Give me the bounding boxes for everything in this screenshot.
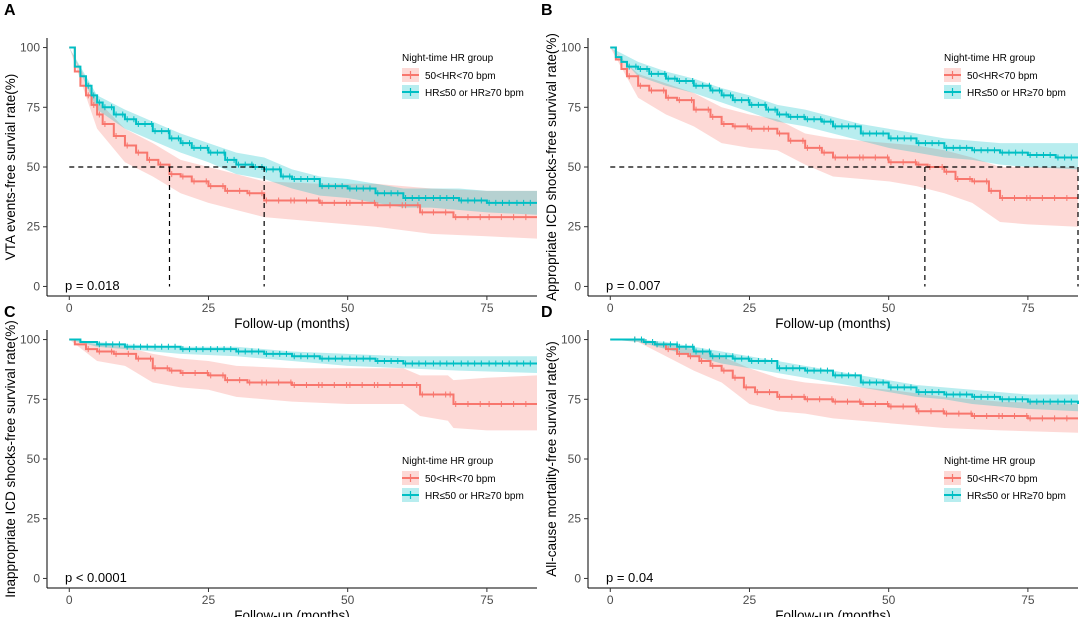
legend-label: 50<HR<70 bpm	[425, 71, 496, 82]
x-axis-title: Follow-up (months)	[775, 608, 891, 617]
survival-line-red	[69, 338, 537, 406]
censor-marks-red	[87, 92, 527, 221]
x-tick-label: 25	[743, 301, 757, 315]
y-tick-label: 0	[574, 279, 581, 293]
legend-label: 50<HR<70 bpm	[967, 71, 1038, 82]
x-axis-title: Follow-up (months)	[234, 316, 350, 331]
panel-label: B	[541, 2, 553, 19]
legend-title: Night-time HR group	[944, 53, 1036, 64]
y-axis-title: All-cause mortality-free survival rate(%…	[544, 341, 559, 577]
x-tick-label: 25	[202, 593, 216, 607]
legend-label: HR≤50 or HR≥70 bpm	[425, 491, 524, 502]
x-tick-label: 50	[341, 593, 355, 607]
y-tick-label: 50	[568, 160, 582, 174]
legend: Night-time HR group 50<HR<70 bpm HR≤50 or …	[944, 456, 1066, 502]
legend-label: HR≤50 or HR≥70 bpm	[967, 491, 1066, 502]
legend: Night-time HR group 50<HR<70 bpm HR≤50 or …	[402, 53, 524, 99]
legend-label: HR≤50 or HR≥70 bpm	[425, 88, 524, 99]
y-tick-label: 0	[574, 571, 581, 585]
x-tick-label: 50	[341, 301, 355, 315]
panel-c: C 0 25 50 75 0 25 50 75 100 Follow-up (months) Inap…	[3, 304, 537, 617]
censor-marks-teal	[98, 341, 531, 367]
panel-b: B 0 25 50 75 0 25 50 75 100 Follow-up (months) Appr…	[541, 2, 1079, 331]
confidence-band-red	[610, 339, 1078, 433]
legend-title: Night-time HR group	[402, 53, 494, 64]
x-tick-label: 0	[607, 593, 614, 607]
panel-label: C	[4, 304, 16, 321]
confidence-band-red	[69, 47, 537, 239]
censor-marks-red	[87, 346, 527, 408]
x-tick-label: 25	[202, 301, 216, 315]
y-axis-title: Inappropriate ICD shocks-free survival r…	[3, 320, 18, 598]
legend-title: Night-time HR group	[402, 456, 494, 467]
y-tick-label: 100	[20, 41, 40, 55]
y-tick-label: 100	[561, 41, 581, 55]
x-tick-label: 0	[66, 301, 73, 315]
panel-d: D 0 25 50 75 0 25 50 75 100 Follow-up (months) All-…	[541, 304, 1079, 617]
x-tick-label: 50	[882, 593, 896, 607]
confidence-band-red	[610, 47, 1078, 227]
censor-marks-teal	[87, 82, 531, 206]
censor-marks-teal	[628, 63, 1072, 161]
survival-line-teal	[69, 46, 537, 204]
legend-title: Night-time HR group	[944, 456, 1036, 467]
legend-label: 50<HR<70 bpm	[967, 474, 1038, 485]
y-tick-label: 50	[27, 160, 41, 174]
y-tick-label: 75	[568, 100, 582, 114]
y-tick-label: 25	[27, 220, 41, 234]
panel-a: A 0 25 50 75 0 25 50 75 100 Follow-up (months) VTA …	[3, 2, 537, 331]
confidence-band-teal	[610, 47, 1078, 170]
censor-marks-red	[628, 73, 1068, 202]
x-tick-label: 25	[743, 593, 757, 607]
y-tick-label: 50	[27, 452, 41, 466]
x-tick-label: 75	[480, 593, 494, 607]
x-tick-label: 75	[1021, 593, 1035, 607]
p-value: p = 0.04	[606, 570, 653, 585]
x-axis-title: Follow-up (months)	[775, 316, 891, 331]
x-tick-label: 0	[66, 593, 73, 607]
p-value: p = 0.007	[606, 278, 661, 293]
panel-label: D	[541, 304, 553, 321]
x-axis-title: Follow-up (months)	[234, 608, 350, 617]
y-tick-label: 25	[568, 512, 582, 526]
x-tick-label: 50	[882, 301, 896, 315]
x-tick-label: 75	[480, 301, 494, 315]
survival-line-red	[610, 46, 1078, 200]
y-tick-label: 100	[561, 333, 581, 347]
y-tick-label: 75	[568, 392, 582, 406]
y-tick-label: 0	[33, 571, 40, 585]
p-value: p < 0.0001	[65, 570, 127, 585]
x-tick-label: 75	[1021, 301, 1035, 315]
y-tick-label: 75	[27, 100, 41, 114]
legend: Night-time HR group 50<HR<70 bpm HR≤50 or …	[402, 456, 524, 502]
y-tick-label: 0	[33, 279, 40, 293]
panel-label: A	[4, 2, 16, 19]
legend-label: 50<HR<70 bpm	[425, 474, 496, 485]
y-tick-label: 75	[27, 392, 41, 406]
y-tick-label: 100	[20, 333, 40, 347]
y-axis-title: VTA events-free survial rate(%)	[3, 74, 18, 261]
censor-marks-teal	[634, 336, 1072, 405]
y-tick-label: 25	[27, 512, 41, 526]
legend-label: HR≤50 or HR≥70 bpm	[967, 88, 1066, 99]
p-value: p = 0.018	[65, 278, 120, 293]
y-tick-label: 25	[568, 220, 582, 234]
y-axis-title: Appropriate ICD shocks-free survival rat…	[544, 33, 559, 301]
y-tick-label: 50	[568, 452, 582, 466]
legend: Night-time HR group 50<HR<70 bpm HR≤50 or …	[944, 53, 1066, 99]
x-tick-label: 0	[607, 301, 614, 315]
